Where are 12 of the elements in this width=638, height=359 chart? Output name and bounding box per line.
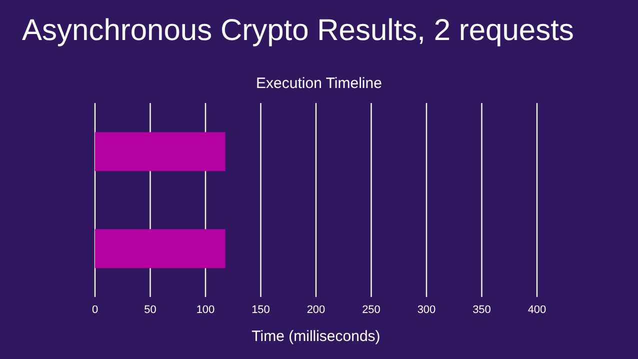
chart-title: Asynchronous Crypto Results, 2 requests bbox=[22, 14, 574, 48]
x-tick-label: 100 bbox=[196, 304, 215, 316]
x-tick-label: 400 bbox=[528, 304, 546, 316]
x-axis-title: Time (milliseconds) bbox=[252, 328, 380, 345]
x-tick-label: 300 bbox=[417, 304, 436, 316]
x-tick-label: 50 bbox=[144, 304, 156, 316]
chart-subtitle: Execution Timeline bbox=[255, 75, 383, 92]
x-tick-label: 250 bbox=[362, 304, 380, 316]
x-tick-label: 150 bbox=[252, 304, 270, 316]
x-tick-label: 200 bbox=[306, 304, 326, 316]
x-tick-label: 0 bbox=[92, 304, 98, 316]
x-tick-label: 350 bbox=[472, 304, 491, 316]
